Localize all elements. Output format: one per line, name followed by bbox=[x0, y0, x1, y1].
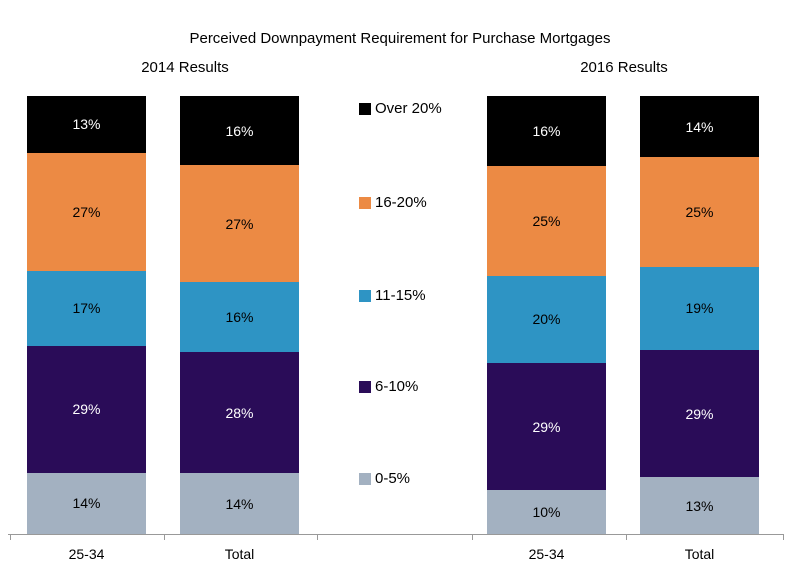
bar-segment: 27% bbox=[27, 152, 146, 272]
legend-item-over-20-: Over 20% bbox=[359, 100, 442, 117]
bar-segment: 25% bbox=[640, 157, 759, 267]
x-axis-category-label: Total bbox=[684, 546, 715, 562]
legend-label: 16-20% bbox=[375, 194, 427, 211]
legend-swatch-icon bbox=[359, 196, 371, 209]
group-label-2014: 2014 Results bbox=[141, 59, 229, 76]
data-label: 29% bbox=[72, 401, 101, 418]
data-label: 25% bbox=[532, 212, 561, 229]
stacked-bar-2: 16% 27% 16% 28% 14% bbox=[180, 96, 299, 535]
data-label: 14% bbox=[225, 495, 254, 512]
bar-segment: 20% bbox=[487, 275, 606, 364]
x-axis-tick bbox=[626, 535, 627, 540]
data-label: 10% bbox=[532, 504, 561, 521]
bar-segment: 16% bbox=[180, 282, 299, 352]
data-label: 13% bbox=[685, 497, 714, 514]
x-axis-tick bbox=[164, 535, 165, 540]
legend-item-16-20-: 16-20% bbox=[359, 194, 427, 211]
x-axis-category-label: Total bbox=[224, 546, 255, 562]
bar-segment: 16% bbox=[487, 96, 606, 167]
group-label-2016: 2016 Results bbox=[580, 59, 668, 76]
data-label: 27% bbox=[225, 215, 254, 232]
data-label: 14% bbox=[685, 118, 714, 135]
legend-swatch-icon bbox=[359, 380, 371, 393]
bar-segment: 29% bbox=[640, 350, 759, 478]
x-axis-category-label: 25-34 bbox=[68, 546, 105, 562]
x-axis-line bbox=[8, 534, 784, 535]
legend-swatch-icon bbox=[359, 472, 371, 485]
legend-item-6-10-: 6-10% bbox=[359, 378, 418, 395]
data-label: 29% bbox=[532, 418, 561, 435]
bar-segment: 16% bbox=[180, 96, 299, 166]
legend-label: 6-10% bbox=[375, 378, 419, 395]
data-label: 29% bbox=[685, 405, 714, 422]
data-label: 16% bbox=[225, 309, 254, 326]
bar-segment: 29% bbox=[27, 345, 146, 473]
x-axis-tick bbox=[10, 535, 11, 540]
x-axis-category-label: 25-34 bbox=[528, 546, 565, 562]
bar-segment: 28% bbox=[180, 351, 299, 474]
x-axis-tick bbox=[783, 535, 784, 540]
data-label: 13% bbox=[72, 116, 101, 133]
bar-segment: 27% bbox=[180, 165, 299, 283]
x-axis-tick bbox=[317, 535, 318, 540]
data-label: 16% bbox=[532, 123, 561, 140]
legend-label: 11-15% bbox=[375, 287, 426, 304]
chart-title: Perceived Downpayment Requirement for Pu… bbox=[189, 30, 611, 47]
data-label: 17% bbox=[72, 300, 101, 317]
data-label: 28% bbox=[225, 404, 254, 421]
bar-segment: 19% bbox=[640, 266, 759, 351]
bar-segment: 10% bbox=[487, 490, 606, 534]
legend-label: Over 20% bbox=[375, 100, 442, 117]
data-label: 25% bbox=[685, 204, 714, 221]
stacked-bar-1: 13% 27% 17% 29% 14% bbox=[27, 96, 146, 534]
legend-swatch-icon bbox=[359, 102, 371, 115]
data-label: 27% bbox=[72, 204, 101, 221]
bar-segment: 13% bbox=[640, 477, 759, 534]
legend-item-0-5-: 0-5% bbox=[359, 470, 410, 487]
stacked-bar-3: 16% 25% 20% 29% 10% bbox=[487, 96, 606, 534]
data-label: 14% bbox=[72, 495, 101, 512]
legend-item-11-15-: 11-15% bbox=[359, 287, 426, 304]
bar-segment: 17% bbox=[27, 271, 146, 346]
legend-swatch-icon bbox=[359, 289, 371, 302]
data-label: 20% bbox=[532, 311, 561, 328]
bar-segment: 25% bbox=[487, 166, 606, 276]
bar-segment: 14% bbox=[27, 472, 146, 534]
stacked-bar-4: 14% 25% 19% 29% 13% bbox=[640, 96, 759, 534]
bar-segment: 14% bbox=[180, 473, 299, 535]
bar-segment: 29% bbox=[487, 363, 606, 491]
x-axis-tick bbox=[472, 535, 473, 540]
bar-segment: 13% bbox=[27, 96, 146, 153]
bar-segment: 14% bbox=[640, 96, 759, 158]
legend-label: 0-5% bbox=[375, 470, 411, 487]
data-label: 16% bbox=[225, 122, 254, 139]
data-label: 19% bbox=[685, 300, 714, 317]
